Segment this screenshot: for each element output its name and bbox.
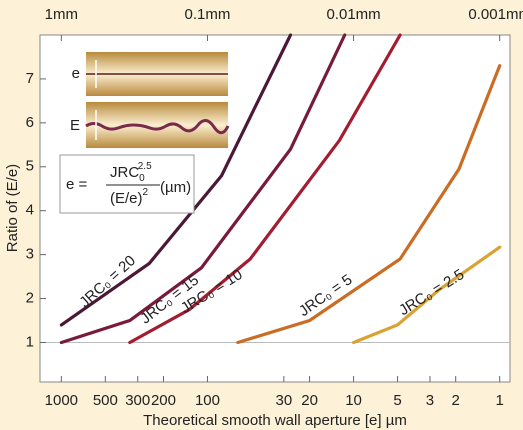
- formula-lhs: e =: [66, 176, 88, 193]
- x-tick-label: 5: [393, 392, 401, 409]
- x-tick-label: 200: [151, 392, 176, 409]
- x-tick-label: 100: [195, 392, 220, 409]
- top-x-tick-label: 0.001mm: [468, 6, 523, 23]
- x-tick-label: 10: [345, 392, 362, 409]
- y-tick-label: 4: [26, 202, 34, 219]
- x-tick-label: 300: [125, 392, 150, 409]
- series-line: [59, 33, 347, 345]
- y-tick-label: 3: [26, 246, 34, 263]
- formula-box: [59, 154, 195, 214]
- series-line: [352, 245, 502, 345]
- x-axis-title: Theoretical smooth wall aperture [e] µm: [143, 412, 407, 429]
- inset: e E e = JRC02.5 (E/e)2 (µm): [59, 52, 230, 214]
- top-x-tick-label: 0.1mm: [185, 6, 231, 23]
- y-tick-label: 5: [26, 158, 34, 175]
- top-x-tick-label: 0.01mm: [326, 6, 380, 23]
- y-tick-label: 1: [26, 333, 34, 350]
- inset-label: e: [72, 65, 80, 82]
- x-tick-label: 1000: [45, 392, 78, 409]
- rough-wall: [85, 119, 230, 135]
- y-tick-label: 6: [26, 114, 34, 131]
- inset-strip: [86, 102, 228, 148]
- formula-denominator: (E/e)2: [110, 187, 149, 207]
- x-tick-label: 1: [496, 392, 504, 409]
- y-tick-label: 7: [26, 70, 34, 87]
- y-axis-title: Ratio of (E/e): [4, 164, 21, 252]
- x-tick-label: 500: [93, 392, 118, 409]
- series-line: [236, 64, 502, 345]
- formula-unit: (µm): [160, 179, 191, 196]
- x-tick-label: 2: [452, 392, 460, 409]
- y-tick-label: 2: [26, 290, 34, 307]
- x-tick-label: 20: [301, 392, 318, 409]
- top-x-tick-label: 1mm: [45, 6, 78, 23]
- formula-numerator: JRC02.5: [110, 161, 152, 184]
- series-line: [59, 33, 293, 327]
- inset-label: E: [70, 117, 80, 134]
- x-tick-label: 3: [426, 392, 434, 409]
- x-tick-label: 30: [276, 392, 293, 409]
- series-line: [128, 33, 402, 345]
